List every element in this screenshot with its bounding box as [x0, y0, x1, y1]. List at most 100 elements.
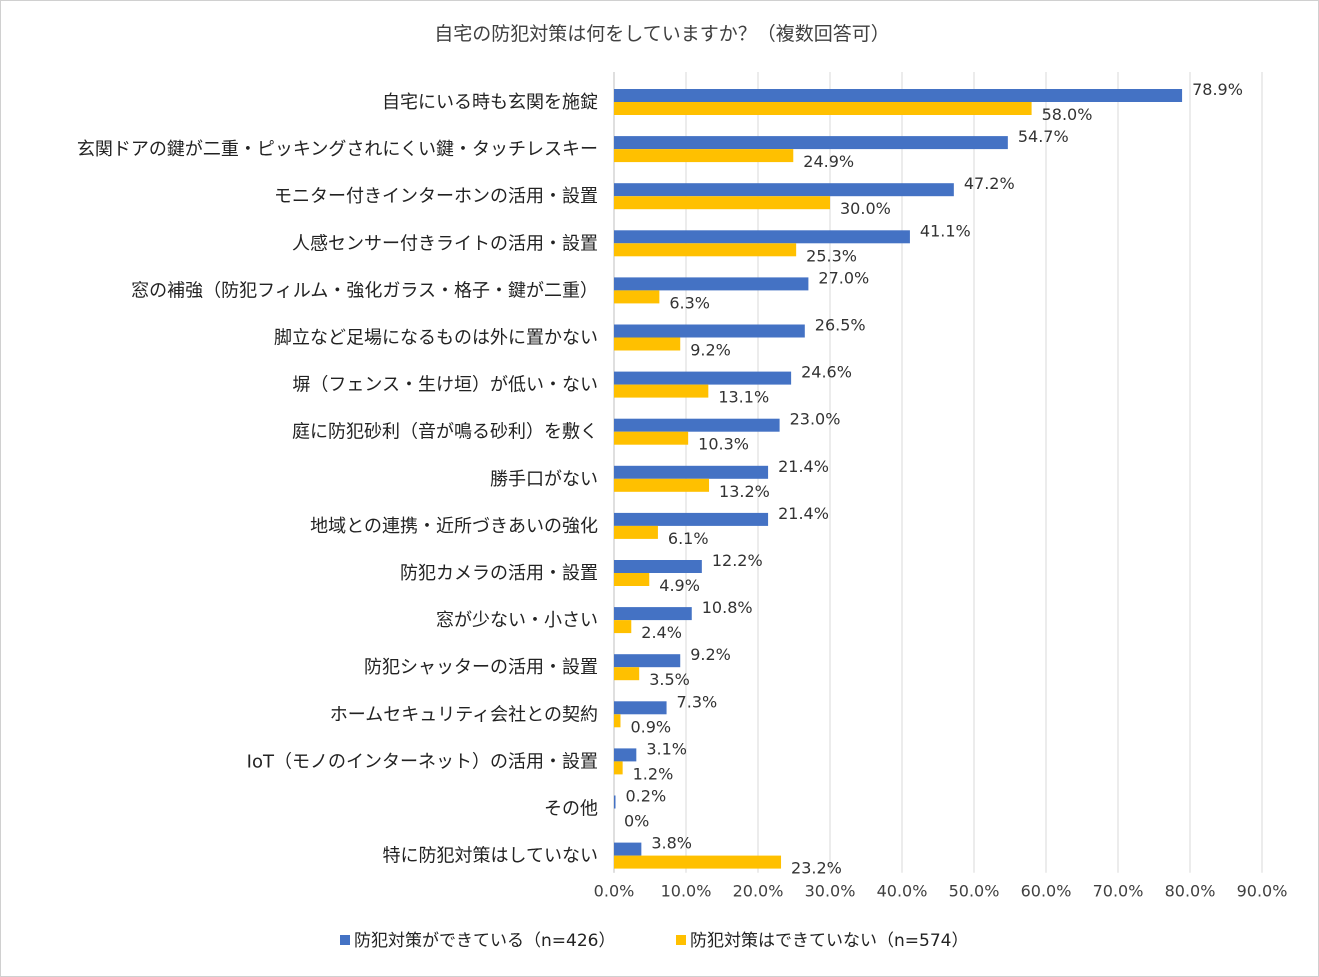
bar-implemented — [614, 795, 616, 809]
data-label: 21.4% — [778, 504, 829, 523]
bar-not-implemented — [614, 573, 650, 586]
data-label: 24.9% — [803, 152, 854, 171]
bar-not-implemented — [614, 855, 782, 869]
data-label: 9.2% — [690, 341, 731, 360]
data-label: 58.0% — [1042, 105, 1093, 124]
bar-not-implemented — [614, 196, 830, 210]
data-label: 21.4% — [778, 457, 829, 476]
category-label: 地域との連携・近所づきあいの強化 — [310, 516, 598, 537]
legend-swatch — [676, 935, 686, 945]
x-tick-label: 70.0% — [1093, 882, 1144, 901]
category-label: 人感センサー付きライトの活用・設置 — [292, 233, 598, 254]
bar-not-implemented — [614, 478, 710, 492]
data-label: 30.0% — [840, 199, 891, 218]
data-label: 0.9% — [630, 717, 671, 736]
data-label: 41.1% — [920, 221, 971, 240]
x-tick-label: 20.0% — [733, 882, 784, 901]
x-tick-label: 80.0% — [1165, 882, 1216, 901]
bars — [614, 89, 1183, 869]
x-tick-label: 30.0% — [805, 882, 856, 901]
bar-implemented — [614, 560, 702, 573]
category-label: 玄関ドアの鍵が二重・ピッキングされにくい鍵・タッチレスキー — [77, 139, 598, 160]
legend-label: 防犯対策ができている（n=426） — [354, 931, 615, 951]
data-label: 7.3% — [677, 692, 718, 711]
bar-not-implemented — [614, 667, 640, 681]
bar-implemented — [614, 842, 642, 856]
data-label: 0.2% — [626, 787, 667, 806]
data-label: 13.1% — [718, 388, 769, 407]
bar-implemented — [614, 418, 780, 432]
bar-implemented — [614, 183, 954, 197]
category-label: IoT（モノのインターネット）の活用・設置 — [247, 751, 598, 772]
category-label: 特に防犯対策はしていない — [383, 846, 598, 867]
x-tick-label: 10.0% — [661, 882, 712, 901]
category-label: モニター付きインターホンの活用・設置 — [274, 186, 598, 207]
category-label: ホームセキュリティ会社との契約 — [330, 704, 598, 725]
data-label: 2.4% — [641, 623, 682, 642]
bar-implemented — [614, 512, 769, 526]
bar-implemented — [614, 324, 805, 338]
data-label: 27.0% — [818, 268, 869, 287]
data-label: 25.3% — [806, 246, 857, 265]
category-labels: 自宅にいる時も玄関を施錠玄関ドアの鍵が二重・ピッキングされにくい鍵・タッチレスキ… — [77, 92, 598, 867]
bar-not-implemented — [614, 525, 658, 539]
data-label: 6.3% — [669, 293, 710, 312]
category-label: 自宅にいる時も玄関を施錠 — [382, 92, 598, 113]
data-labels: 78.9% 58.0% 54.7% 24.9% 47.2% 30.0% 41.1% 25.3%… — [624, 80, 1243, 878]
data-label: 78.9% — [1192, 80, 1243, 99]
bar-implemented — [614, 748, 637, 762]
data-label: 13.2% — [719, 482, 770, 501]
x-axis-ticks: 0.0% 10.0% 20.0% 30.0% 40.0% 50.0% 60.0% 70.0% 8… — [594, 882, 1288, 901]
bar-implemented — [614, 701, 667, 715]
bar-implemented — [614, 607, 692, 621]
category-label: 塀（フェンス・生け垣）が低い・ない — [292, 375, 598, 396]
data-label: 10.8% — [702, 598, 753, 617]
data-label: 3.1% — [646, 739, 687, 758]
x-tick-label: 40.0% — [877, 882, 928, 901]
bar-not-implemented — [614, 243, 797, 257]
data-label: 26.5% — [815, 316, 866, 335]
category-label: 窓が少ない・小さい — [436, 610, 598, 631]
bar-not-implemented — [614, 761, 623, 775]
category-label: 窓の補強（防犯フィルム・強化ガラス・格子・鍵が二重） — [131, 280, 598, 301]
category-label: 庭に防犯砂利（音が鳴る砂利）を敷く — [292, 422, 598, 443]
bar-not-implemented — [614, 149, 794, 163]
bar-not-implemented — [614, 337, 681, 351]
category-label: 勝手口がない — [490, 469, 598, 490]
category-label: 防犯シャッターの活用・設置 — [364, 657, 598, 678]
x-tick-label: 50.0% — [949, 882, 1000, 901]
bar-implemented — [614, 230, 910, 244]
bar-not-implemented — [614, 102, 1032, 115]
category-label: その他 — [544, 799, 598, 820]
bar-implemented — [614, 654, 681, 668]
data-label: 9.2% — [690, 645, 731, 664]
data-label: 23.2% — [791, 859, 842, 878]
data-label: 10.3% — [698, 435, 749, 454]
data-label: 3.5% — [649, 670, 690, 689]
category-label: 防犯カメラの活用・設置 — [400, 563, 598, 584]
bar-implemented — [614, 136, 1008, 150]
x-tick-label: 0.0% — [594, 882, 635, 901]
bar-not-implemented — [614, 290, 660, 304]
legend-swatch — [340, 935, 350, 945]
bar-implemented — [614, 89, 1183, 102]
data-label: 3.8% — [651, 834, 692, 853]
bar-not-implemented — [614, 620, 632, 634]
data-label: 47.2% — [964, 174, 1015, 193]
category-label: 脚立など足場になるものは外に置かない — [274, 328, 598, 349]
bar-not-implemented — [614, 384, 709, 398]
data-label: 12.2% — [712, 551, 763, 570]
data-label: 6.1% — [668, 529, 709, 548]
legend-label: 防犯対策はできていない（n=574） — [690, 931, 968, 951]
data-label: 24.6% — [801, 363, 852, 382]
data-label: 54.7% — [1018, 127, 1069, 146]
x-tick-label: 90.0% — [1237, 882, 1288, 901]
data-label: 0% — [624, 812, 649, 831]
bar-implemented — [614, 277, 809, 291]
chart-title: 自宅の防犯対策は何をしていますか？（複数回答可） — [434, 23, 889, 45]
bar-implemented — [614, 465, 769, 479]
bar-implemented — [614, 371, 792, 385]
bar-not-implemented — [614, 714, 621, 728]
bar-not-implemented — [614, 431, 689, 445]
